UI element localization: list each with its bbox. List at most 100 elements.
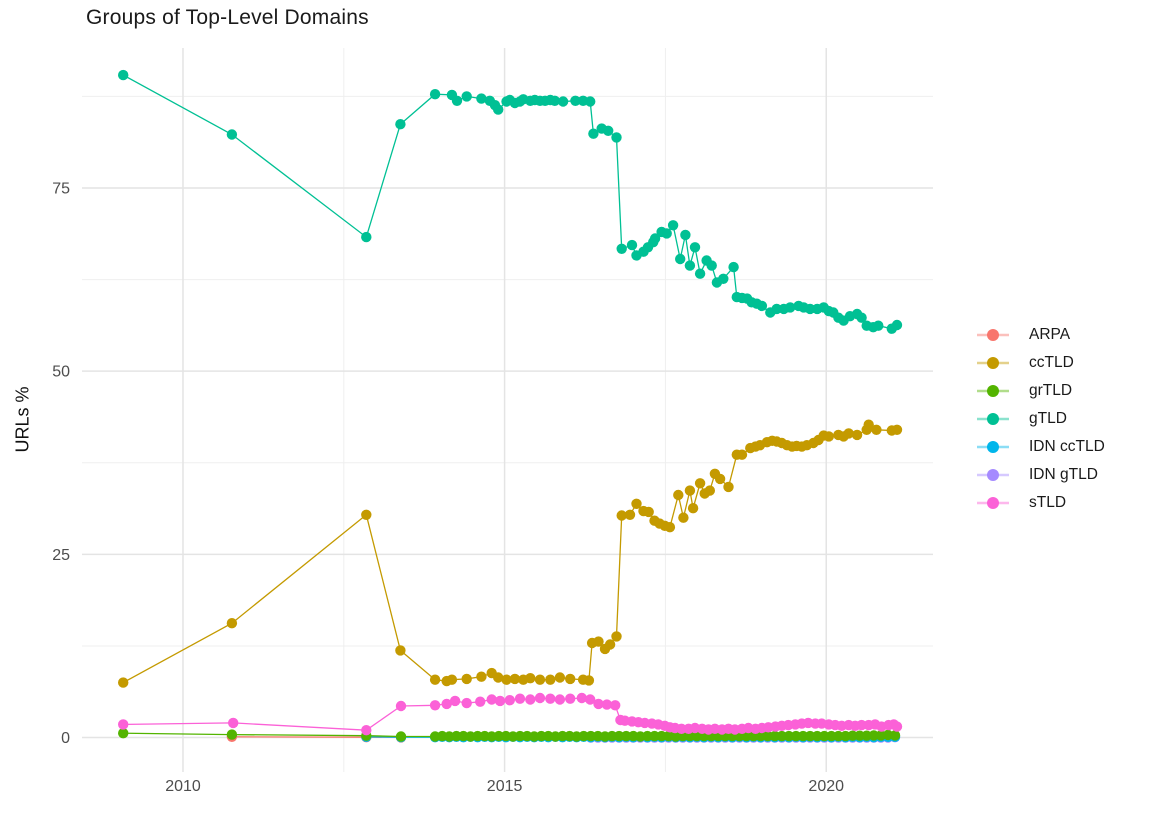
data-point: [493, 104, 504, 115]
legend-label: IDN ccTLD: [1029, 438, 1105, 455]
data-point: [449, 695, 461, 707]
legend-label: IDN gTLD: [1029, 466, 1098, 483]
data-point: [545, 674, 556, 685]
data-point: [891, 721, 903, 732]
gridlines: [82, 48, 933, 772]
legend-label: sTLD: [1029, 494, 1067, 511]
data-point: [525, 673, 536, 684]
data-point: [616, 510, 627, 521]
legend-label: gTLD: [1029, 410, 1067, 427]
data-point: [661, 228, 672, 239]
legend-item-grtld: grTLD: [976, 377, 1105, 405]
data-point: [118, 728, 129, 739]
data-point: [680, 229, 691, 241]
data-point: [891, 424, 903, 435]
data-point: [446, 674, 458, 685]
data-point: [429, 700, 441, 711]
data-point: [395, 731, 407, 742]
data-point: [226, 618, 238, 629]
data-point: [756, 300, 768, 312]
series-line: [122, 74, 898, 330]
data-point: [723, 481, 734, 493]
legend-label: ARPA: [1029, 326, 1071, 343]
data-point: [667, 220, 679, 231]
series-stld: [118, 692, 903, 736]
data-point: [684, 260, 696, 271]
data-point: [856, 312, 867, 323]
data-point: [718, 273, 729, 284]
data-point: [684, 485, 696, 496]
data-point: [395, 645, 406, 656]
data-point: [714, 473, 726, 485]
data-point: [863, 419, 874, 430]
data-point: [610, 700, 621, 711]
x-tick-label: 2010: [165, 778, 201, 795]
data-point: [395, 700, 407, 712]
data-point: [889, 730, 901, 741]
legend-item-gtld: gTLD: [976, 405, 1105, 433]
y-tick-label: 50: [52, 364, 70, 381]
data-point: [588, 128, 599, 139]
data-point: [728, 261, 739, 273]
data-point: [843, 428, 854, 439]
data-point: [706, 260, 717, 271]
y-tick-label: 25: [52, 547, 70, 564]
legend-item-idn-gtld: IDN gTLD: [976, 461, 1105, 489]
legend-key-icon: [977, 469, 1009, 481]
data-point: [514, 693, 526, 704]
data-point: [228, 717, 239, 729]
legend-key-icon: [977, 441, 1009, 453]
data-point: [611, 132, 622, 143]
data-point: [441, 698, 452, 710]
data-point: [785, 302, 796, 313]
x-tick-label: 2015: [487, 778, 523, 795]
data-point: [461, 697, 472, 709]
data-point: [891, 319, 903, 331]
legend-key-icon: [977, 497, 1009, 509]
data-point: [694, 478, 706, 489]
data-point: [687, 503, 699, 514]
axis-tick-labels: 0 25 50 75 2010 2015 2020: [52, 180, 844, 795]
data-point: [429, 674, 441, 685]
legend-key-icon: [977, 357, 1009, 369]
legend-label: ccTLD: [1029, 354, 1074, 371]
data-point: [118, 677, 129, 688]
data-point: [570, 95, 581, 107]
data-point: [565, 693, 576, 704]
legend-item-arpa: ARPA: [976, 321, 1105, 349]
data-point: [461, 673, 472, 685]
data-point: [395, 119, 406, 130]
data-point: [626, 239, 638, 251]
y-tick-label: 75: [52, 180, 70, 197]
data-point: [643, 506, 654, 518]
data-point: [501, 674, 512, 685]
legend-item-idn-cctld: IDN ccTLD: [976, 433, 1105, 461]
data-point: [624, 509, 636, 520]
data-point: [576, 692, 587, 704]
series-cctld: [118, 419, 903, 688]
data-point: [475, 696, 486, 707]
data-point: [476, 671, 487, 682]
data-point: [534, 674, 546, 685]
data-point: [631, 498, 642, 509]
data-point: [585, 96, 596, 107]
data-point: [451, 95, 463, 107]
legend-label: grTLD: [1029, 382, 1073, 399]
data-point: [675, 253, 686, 265]
data-point: [361, 509, 372, 520]
data-point: [851, 429, 863, 441]
data-point: [118, 719, 129, 730]
x-tick-label: 2020: [808, 778, 844, 795]
data-point: [554, 694, 566, 705]
data-point: [554, 672, 566, 683]
data-point: [694, 268, 706, 279]
chart-title: Groups of Top-Level Domains: [86, 6, 369, 29]
data-point: [871, 424, 882, 435]
data-point: [565, 673, 576, 685]
data-point: [534, 692, 546, 704]
data-point: [476, 93, 487, 104]
data-point: [704, 485, 715, 496]
data-point: [545, 693, 556, 704]
data-point: [593, 698, 604, 710]
